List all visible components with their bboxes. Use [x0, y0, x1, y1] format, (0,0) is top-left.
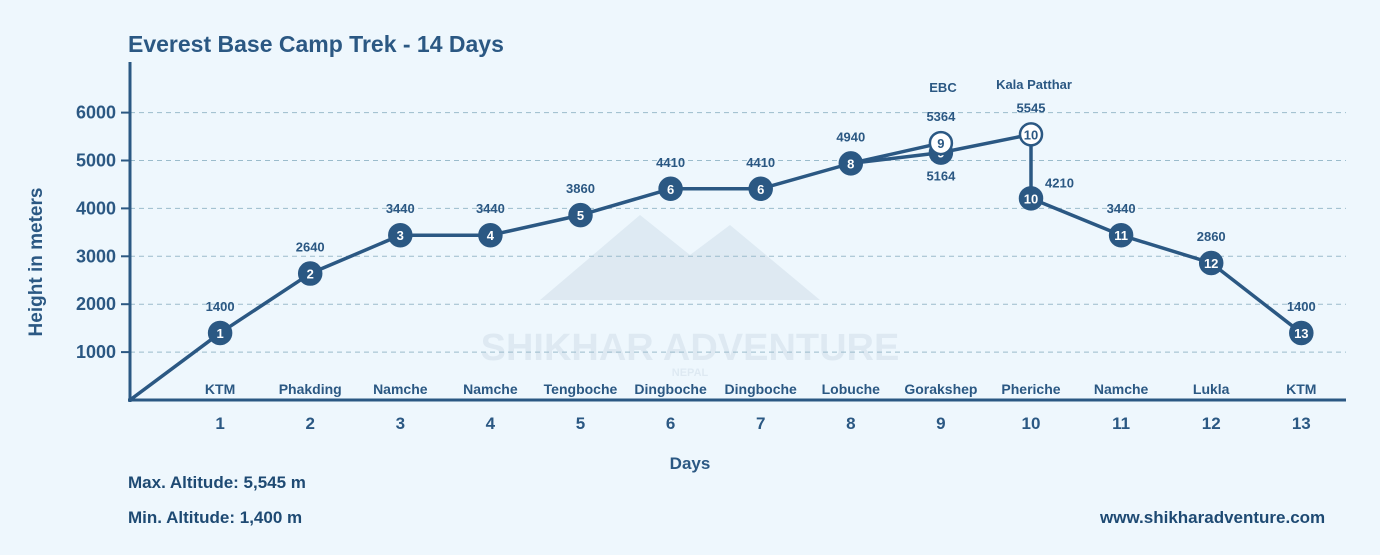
y-tick-label: 1000 — [76, 342, 116, 362]
data-label: 3440 — [1107, 201, 1136, 216]
data-point — [658, 176, 683, 202]
place-label: Namche — [463, 381, 518, 397]
data-label: 1400 — [1287, 299, 1316, 314]
place-label: Namche — [373, 381, 428, 397]
data-label: 3440 — [476, 201, 505, 216]
data-label: 3440 — [386, 201, 415, 216]
x-tick-label: 8 — [846, 414, 855, 433]
place-label: Phakding — [279, 381, 342, 397]
data-point — [1108, 222, 1134, 248]
max-altitude: Max. Altitude: 5,545 m — [128, 473, 306, 492]
x-tick-label: 4 — [486, 414, 496, 433]
data-point — [1018, 186, 1044, 211]
data-point — [478, 222, 503, 248]
data-point — [1018, 122, 1044, 147]
point-number: 10 — [1024, 127, 1038, 142]
point-number: 13 — [1294, 326, 1308, 341]
ebc-annotation: EBC — [929, 80, 957, 95]
point-number: 6 — [757, 182, 764, 197]
place-label: Dingboche — [634, 381, 707, 397]
place-label: Gorakshep — [904, 381, 977, 397]
watermark-subtext: NEPAL — [672, 367, 709, 379]
kala-patthar-annotation: Kala Patthar — [996, 77, 1072, 92]
x-tick-label: 3 — [396, 414, 405, 433]
ebc-point — [928, 130, 954, 156]
data-label: 4410 — [656, 155, 685, 170]
point-number: 11 — [1114, 228, 1128, 243]
point-number: 4 — [487, 228, 495, 243]
chart-title: Everest Base Camp Trek - 14 Days — [128, 31, 504, 57]
point-number: 1 — [216, 326, 223, 341]
place-labels: KTM Phakding Namche Namche Tengboche Dingboch… — [205, 381, 1317, 397]
y-axis-label: Height in meters — [26, 188, 47, 337]
point-number: 12 — [1204, 256, 1218, 271]
point-number: 8 — [847, 156, 854, 171]
data-point — [838, 151, 864, 176]
x-tick-label: 6 — [666, 414, 675, 433]
point-number: 5 — [577, 208, 584, 223]
axes — [128, 62, 1346, 402]
data-label: 4210 — [1045, 175, 1074, 190]
x-axis-label: Days — [670, 454, 711, 473]
data-point — [748, 176, 773, 202]
grid — [130, 112, 1346, 353]
data-label: 5545 — [1017, 100, 1046, 115]
x-tick-label: 2 — [305, 414, 314, 433]
place-label: Tengboche — [544, 381, 618, 397]
data-point — [388, 222, 413, 248]
ebc-spur-line — [850, 141, 942, 166]
y-axis-ticks: 1000 2000 3000 4000 5000 6000 — [76, 103, 130, 362]
watermark-text: SHIKHAR ADVENTURE — [481, 327, 900, 369]
x-tick-label: 11 — [1112, 414, 1130, 433]
data-label: 2860 — [1197, 229, 1226, 244]
point-number: 10 — [1024, 191, 1038, 206]
y-tick-label: 6000 — [76, 103, 116, 123]
y-tick-label: 3000 — [76, 246, 116, 266]
data-label: 4940 — [836, 129, 865, 144]
min-altitude: Min. Altitude: 1,400 m — [128, 508, 303, 527]
x-tick-label: 7 — [756, 414, 765, 433]
data-label: 5164 — [926, 169, 956, 184]
data-point — [207, 320, 233, 346]
y-tick-label: 5000 — [76, 151, 116, 171]
x-tick-label: 1 — [215, 414, 224, 433]
ebc-point-number: 9 — [937, 136, 944, 151]
data-point — [297, 261, 323, 286]
place-label: Pheriche — [1001, 381, 1060, 397]
data-label: 3860 — [566, 181, 595, 196]
place-label: Dingboche — [725, 381, 798, 397]
place-label: KTM — [205, 381, 235, 397]
y-tick-label: 4000 — [76, 198, 116, 218]
point-number: 2 — [307, 267, 314, 282]
data-point — [1289, 320, 1314, 346]
x-axis-ticks: 1 2 3 4 5 6 7 8 9 10 11 12 13 — [215, 414, 1310, 433]
annotations: EBC Kala Patthar — [929, 77, 1072, 95]
watermark: SHIKHAR ADVENTURE NEPAL — [481, 215, 900, 379]
x-tick-label: 5 — [576, 414, 585, 433]
website-link[interactable]: www.shikharadventure.com — [1100, 508, 1326, 527]
data-point — [568, 202, 593, 228]
point-number: 6 — [667, 182, 674, 197]
data-label: 1400 — [206, 299, 235, 314]
x-tick-label: 13 — [1292, 414, 1311, 433]
watermark-mountain-icon — [540, 215, 820, 300]
place-label: KTM — [1286, 381, 1316, 397]
data-label: 4410 — [746, 155, 775, 170]
x-tick-label: 9 — [936, 414, 945, 433]
place-label: Lukla — [1193, 381, 1230, 397]
place-label: Lobuche — [822, 381, 881, 397]
y-tick-label: 2000 — [76, 294, 116, 314]
data-label: 2640 — [296, 240, 325, 255]
ebc-data-label: 5364 — [926, 109, 956, 124]
altitude-series: 1 1400 2 2640 3 3440 4 3440 5 3860 6 4410 6 4410 8 4940… — [128, 100, 1316, 402]
data-point — [1198, 250, 1224, 276]
x-tick-label: 12 — [1202, 414, 1221, 433]
point-number: 3 — [397, 228, 404, 243]
place-label: Namche — [1094, 381, 1149, 397]
x-tick-label: 10 — [1022, 414, 1041, 433]
